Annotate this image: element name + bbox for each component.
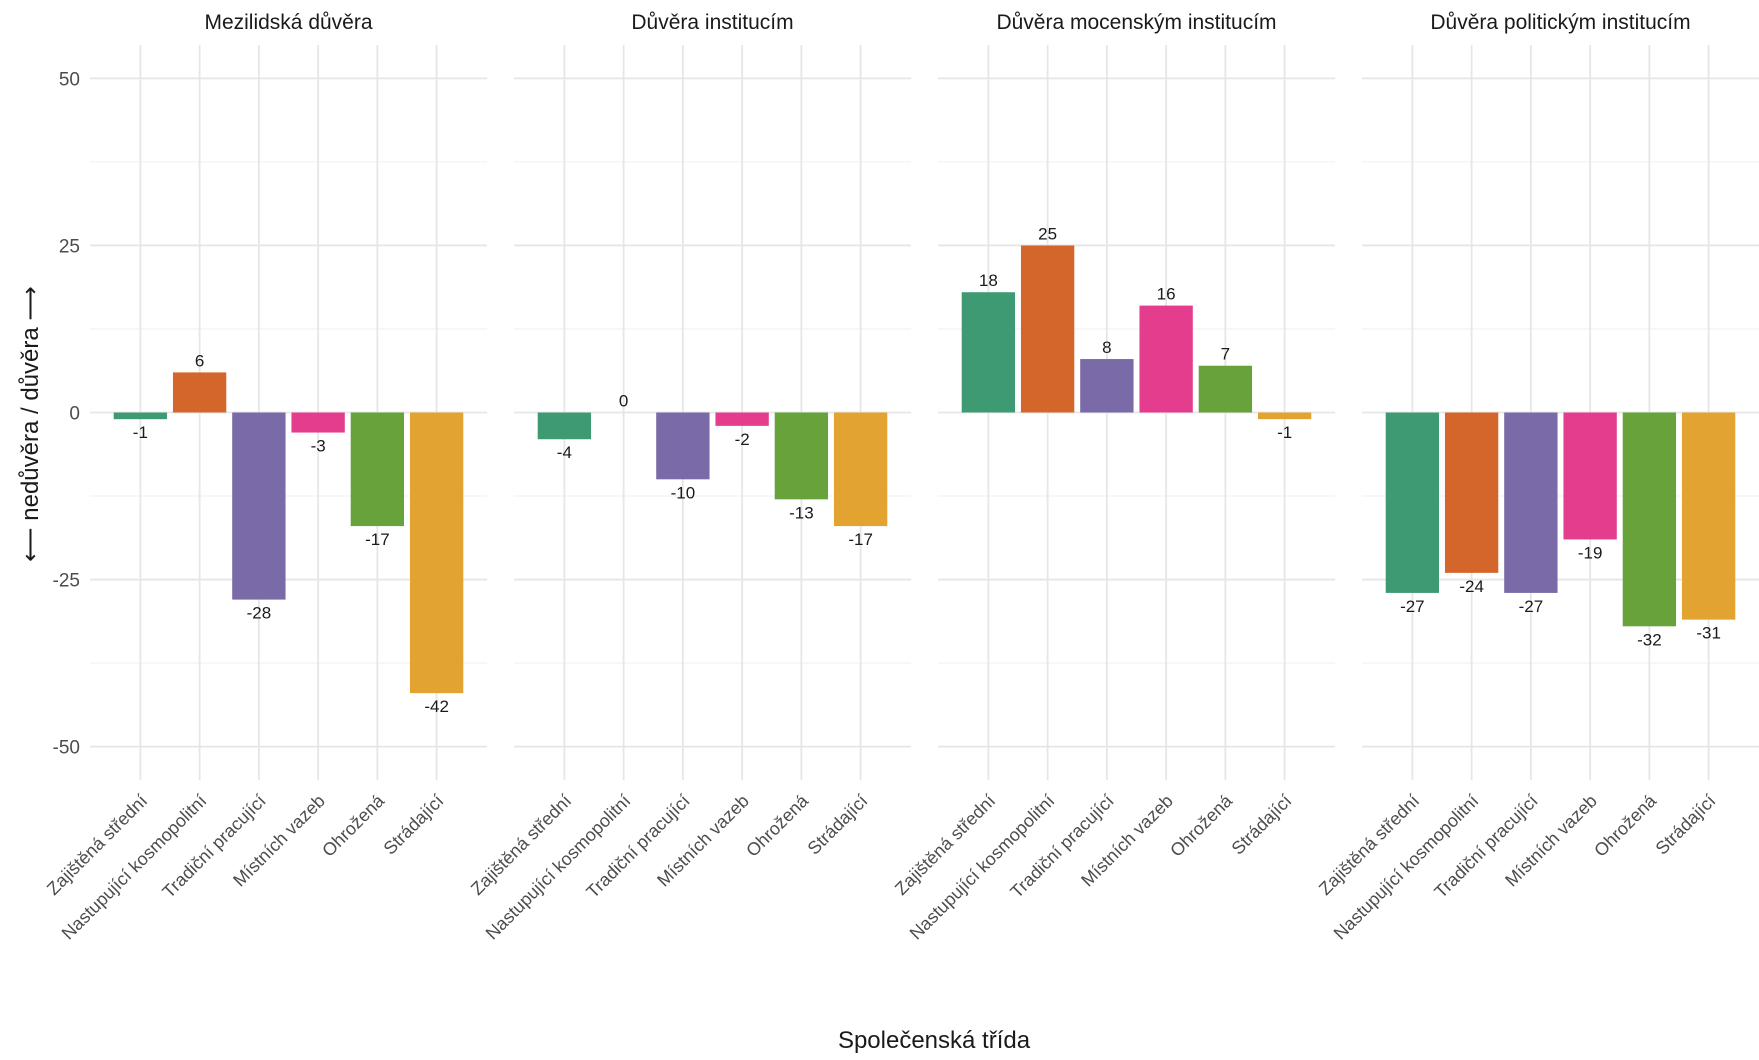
bar-value-label: -28 xyxy=(247,604,272,623)
bar xyxy=(1198,365,1253,413)
x-tick-label: Tradiční pracující xyxy=(1006,791,1117,902)
bar xyxy=(172,372,227,413)
bar-layer xyxy=(113,245,1736,694)
bar xyxy=(1139,305,1193,413)
x-axis-title: Společenská třída xyxy=(838,1027,1031,1054)
x-tick-label: Strádající xyxy=(804,791,872,859)
bar xyxy=(113,412,168,420)
bar-value-label: 0 xyxy=(619,392,628,411)
y-tick-label: 50 xyxy=(59,69,80,90)
bar xyxy=(537,412,592,440)
bar xyxy=(1563,412,1617,540)
x-tick-label: Zajištěná střední xyxy=(43,791,151,899)
x-tick-label: Tradiční pracující xyxy=(158,791,269,902)
bar-value-label: 7 xyxy=(1221,345,1230,364)
bar xyxy=(1385,412,1440,593)
bar-value-label: 16 xyxy=(1157,285,1176,304)
y-tick-label: -25 xyxy=(53,571,80,592)
bar-value-label: -31 xyxy=(1696,624,1721,643)
y-tick-label: -50 xyxy=(53,738,80,759)
y-axis-title: ⟵ nedůvěra / důvěra ⟶ xyxy=(17,286,44,562)
bar-value-label: -1 xyxy=(1277,423,1292,442)
bar xyxy=(1257,412,1312,420)
x-tick-label: Ohrožená xyxy=(742,790,813,861)
bar xyxy=(656,412,710,480)
bar-value-label: -1 xyxy=(133,423,148,442)
y-tick-label: 0 xyxy=(69,404,80,425)
bar-value-label: 8 xyxy=(1102,338,1111,357)
bar-value-label: -27 xyxy=(1519,597,1544,616)
label-layer: -1 6 -28 -3 -17 -42 -4 0 -10 -2 -13 -17 18 25 8 16 7 -1 -2… xyxy=(133,224,1721,716)
bar xyxy=(1681,412,1736,620)
bar-value-label: -13 xyxy=(789,503,814,522)
x-tick-label: Zajištěná střední xyxy=(1315,791,1423,899)
bar-value-label: -32 xyxy=(1637,630,1662,649)
bar xyxy=(833,412,888,527)
bar-value-label: -3 xyxy=(311,437,326,456)
bar-value-label: -2 xyxy=(735,430,750,449)
bar xyxy=(774,412,829,500)
bar-value-label: 18 xyxy=(979,271,998,290)
bar-value-label: -17 xyxy=(365,530,390,549)
x-tick-label: Zajištěná střední xyxy=(891,791,999,899)
x-tick-label: Ohrožená xyxy=(318,790,389,861)
bar-value-label: -10 xyxy=(671,483,696,502)
x-tick-label: Tradiční pracující xyxy=(1430,791,1541,902)
x-tick-label: Strádající xyxy=(380,791,448,859)
bar-value-label: -4 xyxy=(557,443,572,462)
bar-value-label: -42 xyxy=(424,697,449,716)
x-tick-label: Zajištěná střední xyxy=(467,791,575,899)
bar xyxy=(1444,412,1499,573)
facet-title: Důvěra politickým institucím xyxy=(1430,11,1690,34)
x-tick-label: Tradiční pracující xyxy=(582,791,693,902)
bar xyxy=(409,412,464,694)
x-tick-label: Strádající xyxy=(1228,791,1296,859)
bar xyxy=(291,412,345,433)
bar xyxy=(1080,359,1134,413)
bar xyxy=(350,412,405,527)
bar-value-label: 6 xyxy=(195,351,204,370)
bar-value-label: -24 xyxy=(1459,577,1484,596)
bar xyxy=(715,412,769,426)
x-tick-label: Ohrožená xyxy=(1590,790,1661,861)
bar xyxy=(961,292,1016,413)
facet-title: Důvěra mocenským institucím xyxy=(996,11,1276,34)
y-tick-label: 25 xyxy=(59,236,80,257)
bar xyxy=(232,412,286,600)
facet-title: Důvěra institucím xyxy=(631,11,793,34)
bar-value-label: 25 xyxy=(1038,224,1057,243)
facet-title: Mezilidská důvěra xyxy=(204,11,372,34)
x-tick-label: Strádající xyxy=(1652,791,1720,859)
bar xyxy=(1622,412,1677,627)
x-tick-label: Ohrožená xyxy=(1166,790,1237,861)
bar xyxy=(1020,245,1075,413)
bar-value-label: -17 xyxy=(848,530,873,549)
bar xyxy=(1504,412,1558,593)
bar-value-label: -27 xyxy=(1400,597,1425,616)
bar-value-label: -19 xyxy=(1578,543,1603,562)
